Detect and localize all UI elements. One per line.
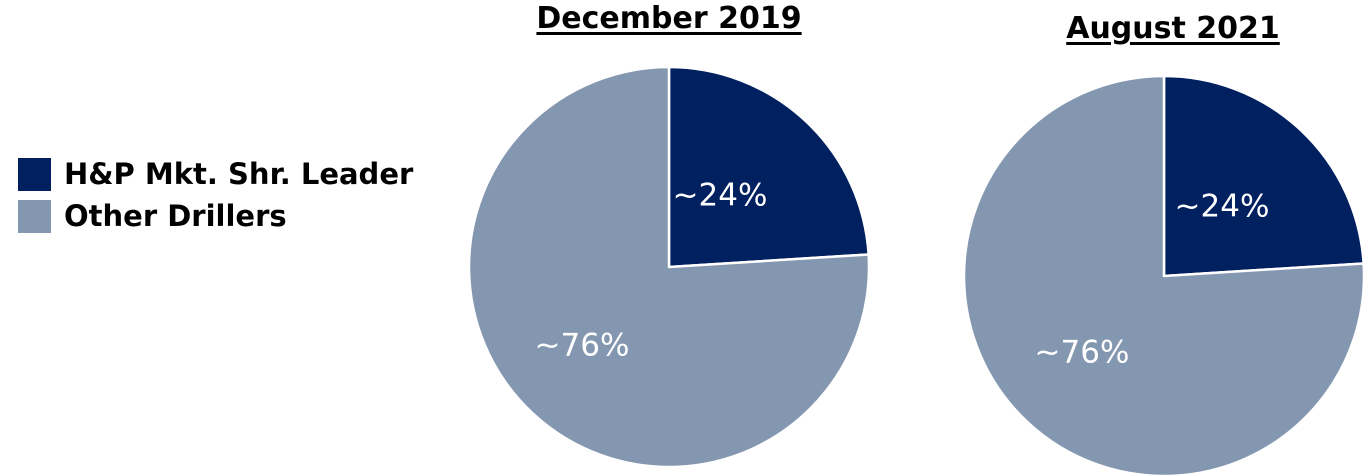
legend-swatch-other <box>18 199 51 233</box>
chart-title-august-2021: August 2021 <box>1066 11 1280 46</box>
slice-label-hp: ~24% <box>1175 189 1270 225</box>
pie-slice-other <box>467 65 871 469</box>
pie-december-2019: ~24% ~76% <box>467 65 871 469</box>
legend-swatch-hp <box>18 157 51 191</box>
legend-label-hp: H&P Mkt. Shr. Leader <box>64 157 414 191</box>
slice-label-other: ~76% <box>1035 335 1130 371</box>
legend-item-other: Other Drillers <box>18 195 413 237</box>
legend: H&P Mkt. Shr. Leader Other Drillers <box>18 153 413 237</box>
legend-item-hp: H&P Mkt. Shr. Leader <box>18 153 413 195</box>
legend-label-other: Other Drillers <box>64 199 287 233</box>
slice-label-hp: ~24% <box>673 178 768 214</box>
slice-label-other: ~76% <box>535 328 630 364</box>
pie-august-2021: ~24% ~76% <box>962 74 1365 475</box>
pie-slice-other <box>962 74 1365 475</box>
chart-title-december-2019: December 2019 <box>536 1 802 36</box>
pie-slice-hp <box>1162 74 1365 278</box>
pie-slice-hp <box>667 65 870 269</box>
